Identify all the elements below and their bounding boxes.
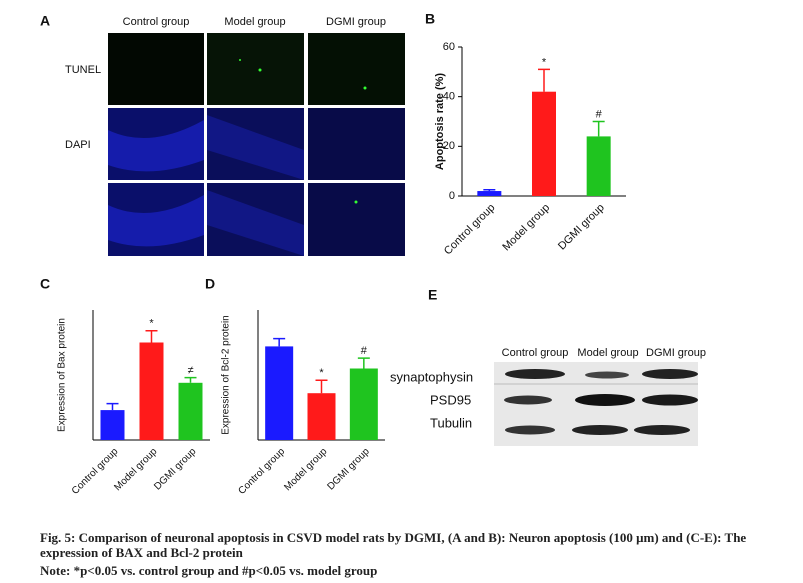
error-bar (315, 379, 328, 394)
column-label: Model group (224, 16, 285, 28)
caption-title: Fig. 5: Comparison of neuronal apoptosis… (40, 530, 747, 560)
error-bar (592, 120, 605, 137)
y-axis-label: Expression of Bax protein (57, 318, 68, 432)
x-tick-label: DGMI group (326, 446, 373, 493)
column-label: DGMI group (326, 16, 386, 28)
bar (586, 136, 611, 196)
error-bar (273, 337, 286, 347)
panel-label: A (40, 13, 50, 29)
annotation: ≠ (187, 365, 193, 377)
column-label: Model group (577, 347, 638, 359)
bar (265, 346, 294, 440)
panel-label: D (205, 276, 215, 292)
micrographs (108, 33, 405, 256)
caption-note: Note: *p<0.05 vs. control group and #p<0… (40, 563, 378, 578)
y-tick-label: 0 (449, 190, 455, 202)
western-blot (494, 362, 698, 446)
bar (307, 393, 336, 440)
row-label: PSD95 (430, 392, 471, 407)
error-bar (184, 376, 197, 383)
y-tick-label: 60 (443, 41, 455, 53)
y-axis-label: Expression of Bcl-2 protein (221, 315, 232, 435)
bar (139, 342, 164, 440)
annotation: # (361, 345, 368, 357)
row-label: synaptophysin (390, 369, 473, 384)
row-label: DAPI (65, 139, 91, 151)
bar (100, 410, 125, 440)
error-bar (357, 357, 370, 369)
column-label: Control group (502, 347, 569, 359)
x-tick-label: DGMI group (556, 202, 607, 253)
error-bar (145, 330, 158, 343)
y-tick-label: 40 (443, 91, 455, 103)
bar (532, 91, 556, 196)
x-tick-label: Control group (70, 446, 121, 497)
annotation: * (319, 367, 324, 379)
error-bar (106, 402, 119, 411)
panel-label: E (428, 287, 437, 303)
x-tick-label: Control group (237, 446, 288, 497)
bar (477, 191, 502, 196)
x-tick-label: DGMI group (152, 446, 199, 493)
error-bar (538, 68, 550, 92)
annotation: # (596, 108, 603, 120)
panel-label: C (40, 276, 50, 292)
y-tick-label: 20 (443, 140, 455, 152)
x-tick-label: Model group (500, 202, 552, 254)
error-bar (483, 189, 496, 192)
row-label: Tubulin (430, 415, 472, 430)
y-axis-label: Apoptosis rate (%) (434, 73, 446, 171)
annotation: * (542, 56, 547, 68)
column-label: Control group (123, 16, 190, 28)
x-tick-label: Model group (282, 446, 329, 493)
panel-label: B (425, 11, 435, 27)
annotation: * (149, 318, 154, 330)
bar (178, 382, 203, 440)
row-label: TUNEL (65, 64, 101, 76)
column-label: DGMI group (646, 347, 706, 359)
x-tick-label: Control group (442, 202, 498, 258)
bar (349, 368, 378, 440)
